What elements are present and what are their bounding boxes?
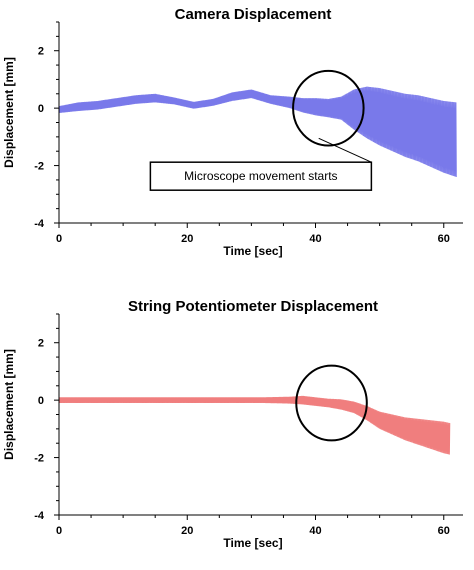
- x-axis-label: Time [sec]: [223, 536, 282, 550]
- x-tick-label: 60: [438, 525, 450, 537]
- chart-title: String Potentiometer Displacement: [128, 298, 378, 315]
- y-tick-label: -2: [34, 161, 44, 173]
- y-axis-label: Displacement [mm]: [2, 349, 16, 460]
- x-tick-label: 60: [438, 233, 450, 245]
- data-trace: [58, 86, 457, 178]
- y-tick-label: 0: [38, 395, 44, 407]
- x-tick-label: 0: [56, 233, 62, 245]
- highlight-circle: [292, 69, 365, 147]
- x-tick-label: 40: [309, 525, 321, 537]
- x-tick-label: 0: [56, 525, 62, 537]
- callout-leader-line: [318, 137, 372, 163]
- chart-title: Camera Displacement: [175, 6, 332, 23]
- y-tick-label: 0: [38, 103, 44, 115]
- callout-text: Microscope movement starts: [184, 169, 337, 183]
- y-tick-label: -4: [34, 510, 45, 522]
- x-tick-label: 40: [309, 233, 321, 245]
- x-tick-label: 20: [181, 525, 193, 537]
- y-tick-label: -2: [34, 453, 44, 465]
- data-trace: [58, 395, 451, 455]
- y-axis-label: Displacement [mm]: [2, 57, 16, 168]
- highlight-circle: [295, 364, 368, 442]
- chart-panel-2: String Potentiometer Displacement20-2-40…: [2, 298, 463, 550]
- y-tick-label: -4: [34, 218, 45, 230]
- y-tick-label: 2: [38, 46, 44, 58]
- y-tick-label: 2: [38, 338, 44, 350]
- callout-box: [149, 161, 373, 191]
- x-tick-label: 20: [181, 233, 193, 245]
- x-axis-label: Time [sec]: [223, 244, 282, 258]
